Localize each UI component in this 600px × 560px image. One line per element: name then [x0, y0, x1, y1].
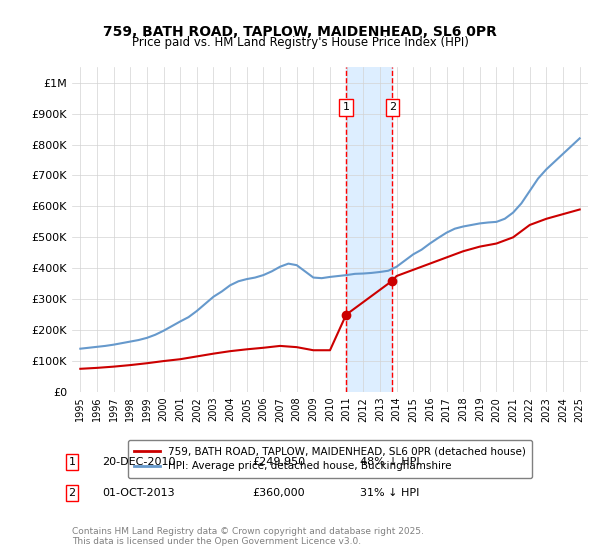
Text: £249,950: £249,950: [252, 457, 305, 467]
Text: Price paid vs. HM Land Registry's House Price Index (HPI): Price paid vs. HM Land Registry's House …: [131, 36, 469, 49]
Text: 2: 2: [389, 102, 396, 113]
Text: 1: 1: [68, 457, 76, 467]
Bar: [346, 67, 392, 392]
Text: 48% ↓ HPI: 48% ↓ HPI: [360, 457, 419, 467]
Text: 31% ↓ HPI: 31% ↓ HPI: [360, 488, 419, 498]
Text: 20-DEC-2010: 20-DEC-2010: [102, 457, 176, 467]
Text: 1: 1: [343, 102, 350, 113]
Text: 2: 2: [68, 488, 76, 498]
Text: 01-OCT-2013: 01-OCT-2013: [102, 488, 175, 498]
Text: 759, BATH ROAD, TAPLOW, MAIDENHEAD, SL6 0PR: 759, BATH ROAD, TAPLOW, MAIDENHEAD, SL6 …: [103, 25, 497, 39]
Legend: 759, BATH ROAD, TAPLOW, MAIDENHEAD, SL6 0PR (detached house), HPI: Average price: 759, BATH ROAD, TAPLOW, MAIDENHEAD, SL6 …: [128, 440, 532, 478]
Text: £360,000: £360,000: [252, 488, 305, 498]
Text: Contains HM Land Registry data © Crown copyright and database right 2025.
This d: Contains HM Land Registry data © Crown c…: [72, 526, 424, 546]
